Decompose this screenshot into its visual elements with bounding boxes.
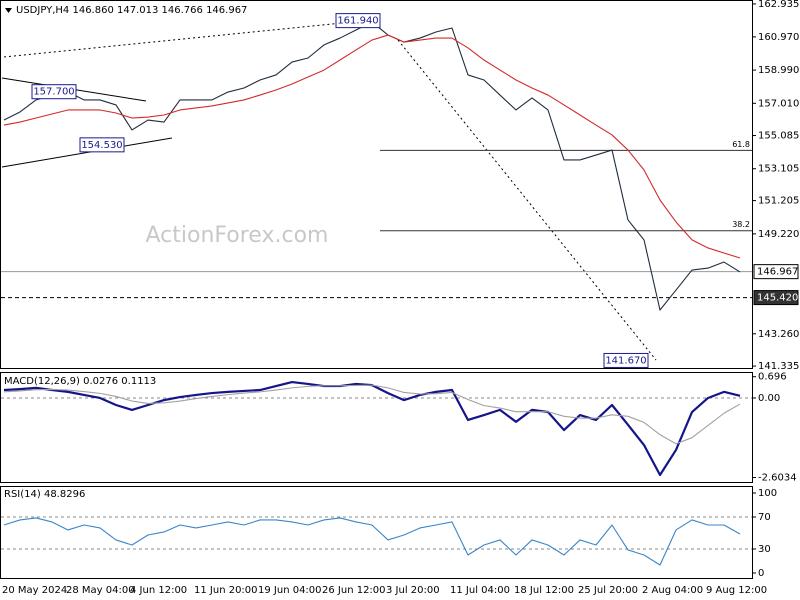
price-tag-label: 146.967 — [757, 267, 798, 278]
rsi-panel — [0, 486, 753, 579]
y-tick-label: 141.335 — [758, 361, 799, 372]
y-tick-label: 100 — [758, 488, 777, 499]
annotation-label: 157.700 — [33, 87, 74, 98]
x-tick-label: 2 Aug 04:00 — [642, 585, 703, 596]
y-tick-label: 158.990 — [758, 65, 799, 76]
series-line — [3, 517, 741, 566]
y-tick-label: 157.010 — [758, 98, 799, 109]
x-tick-label: 28 May 04:00 — [66, 585, 135, 596]
annotation: 141.670 — [603, 352, 649, 368]
price-tag — [753, 290, 799, 306]
annotation-label: 141.670 — [605, 355, 646, 366]
price-tag — [753, 264, 799, 280]
rsi-title: RSI(14) 48.8296 — [4, 489, 85, 500]
menu-icon[interactable] — [5, 8, 12, 13]
y-tick-label: 149.220 — [758, 229, 799, 240]
x-tick-label: 11 Jun 20:00 — [194, 585, 258, 596]
trend-line — [397, 39, 657, 361]
x-tick-label: 4 Jun 12:00 — [130, 585, 187, 596]
x-tick-label: 11 Jul 04:00 — [450, 585, 510, 596]
y-tick-label: 0.00 — [758, 393, 780, 404]
fib-label: 38.2 — [732, 220, 750, 229]
price-tag-label: 145.420 — [757, 293, 798, 304]
annotation-box — [79, 137, 125, 153]
y-tick-label: 153.105 — [758, 164, 799, 175]
annotation-label: 154.530 — [81, 140, 122, 151]
annotation-label: 161.940 — [337, 16, 378, 27]
x-tick-label: 19 Jun 04:00 — [258, 585, 322, 596]
y-tick-label: 70 — [758, 512, 771, 523]
annotation-box — [335, 13, 381, 29]
series-line — [3, 34, 741, 259]
macd-panel — [0, 372, 753, 483]
x-tick-label: 9 Aug 12:00 — [706, 585, 767, 596]
x-tick-label: 18 Jul 12:00 — [514, 585, 574, 596]
annotation-box — [603, 352, 649, 368]
y-tick-label: 160.970 — [758, 32, 799, 43]
x-tick-label: 25 Jul 20:00 — [578, 585, 638, 596]
annotation: 154.530 — [79, 137, 125, 153]
trend-line — [3, 19, 373, 58]
y-tick-label: 0.696 — [758, 372, 787, 383]
x-tick-label: 26 Jun 12:00 — [322, 585, 386, 596]
watermark: ActionForex.com — [146, 223, 329, 248]
triangle-line — [1, 137, 173, 168]
y-tick-label: 30 — [758, 544, 771, 555]
x-tick-label: 20 May 2024 — [2, 585, 67, 596]
y-tick-label: -2.6034 — [758, 473, 797, 484]
price-panel — [0, 0, 753, 369]
fib-label: 61.8 — [732, 140, 750, 149]
x-tick-label: 3 Jul 20:00 — [386, 585, 440, 596]
annotation: 161.940 — [335, 13, 381, 29]
y-tick-label: 151.205 — [758, 196, 799, 207]
series-line — [3, 384, 741, 445]
y-tick-label: 0 — [758, 568, 764, 579]
y-tick-label: 143.260 — [758, 329, 799, 340]
annotation-box — [31, 84, 77, 100]
y-tick-label: 155.085 — [758, 131, 799, 142]
macd-title: MACD(12,26,9) 0.0276 0.1113 — [4, 376, 156, 387]
chart-title: USDJPY,H4 146.860 147.013 146.766 146.96… — [16, 5, 247, 16]
annotation: 157.700 — [31, 84, 77, 100]
y-tick-label: 162.935 — [758, 0, 799, 10]
